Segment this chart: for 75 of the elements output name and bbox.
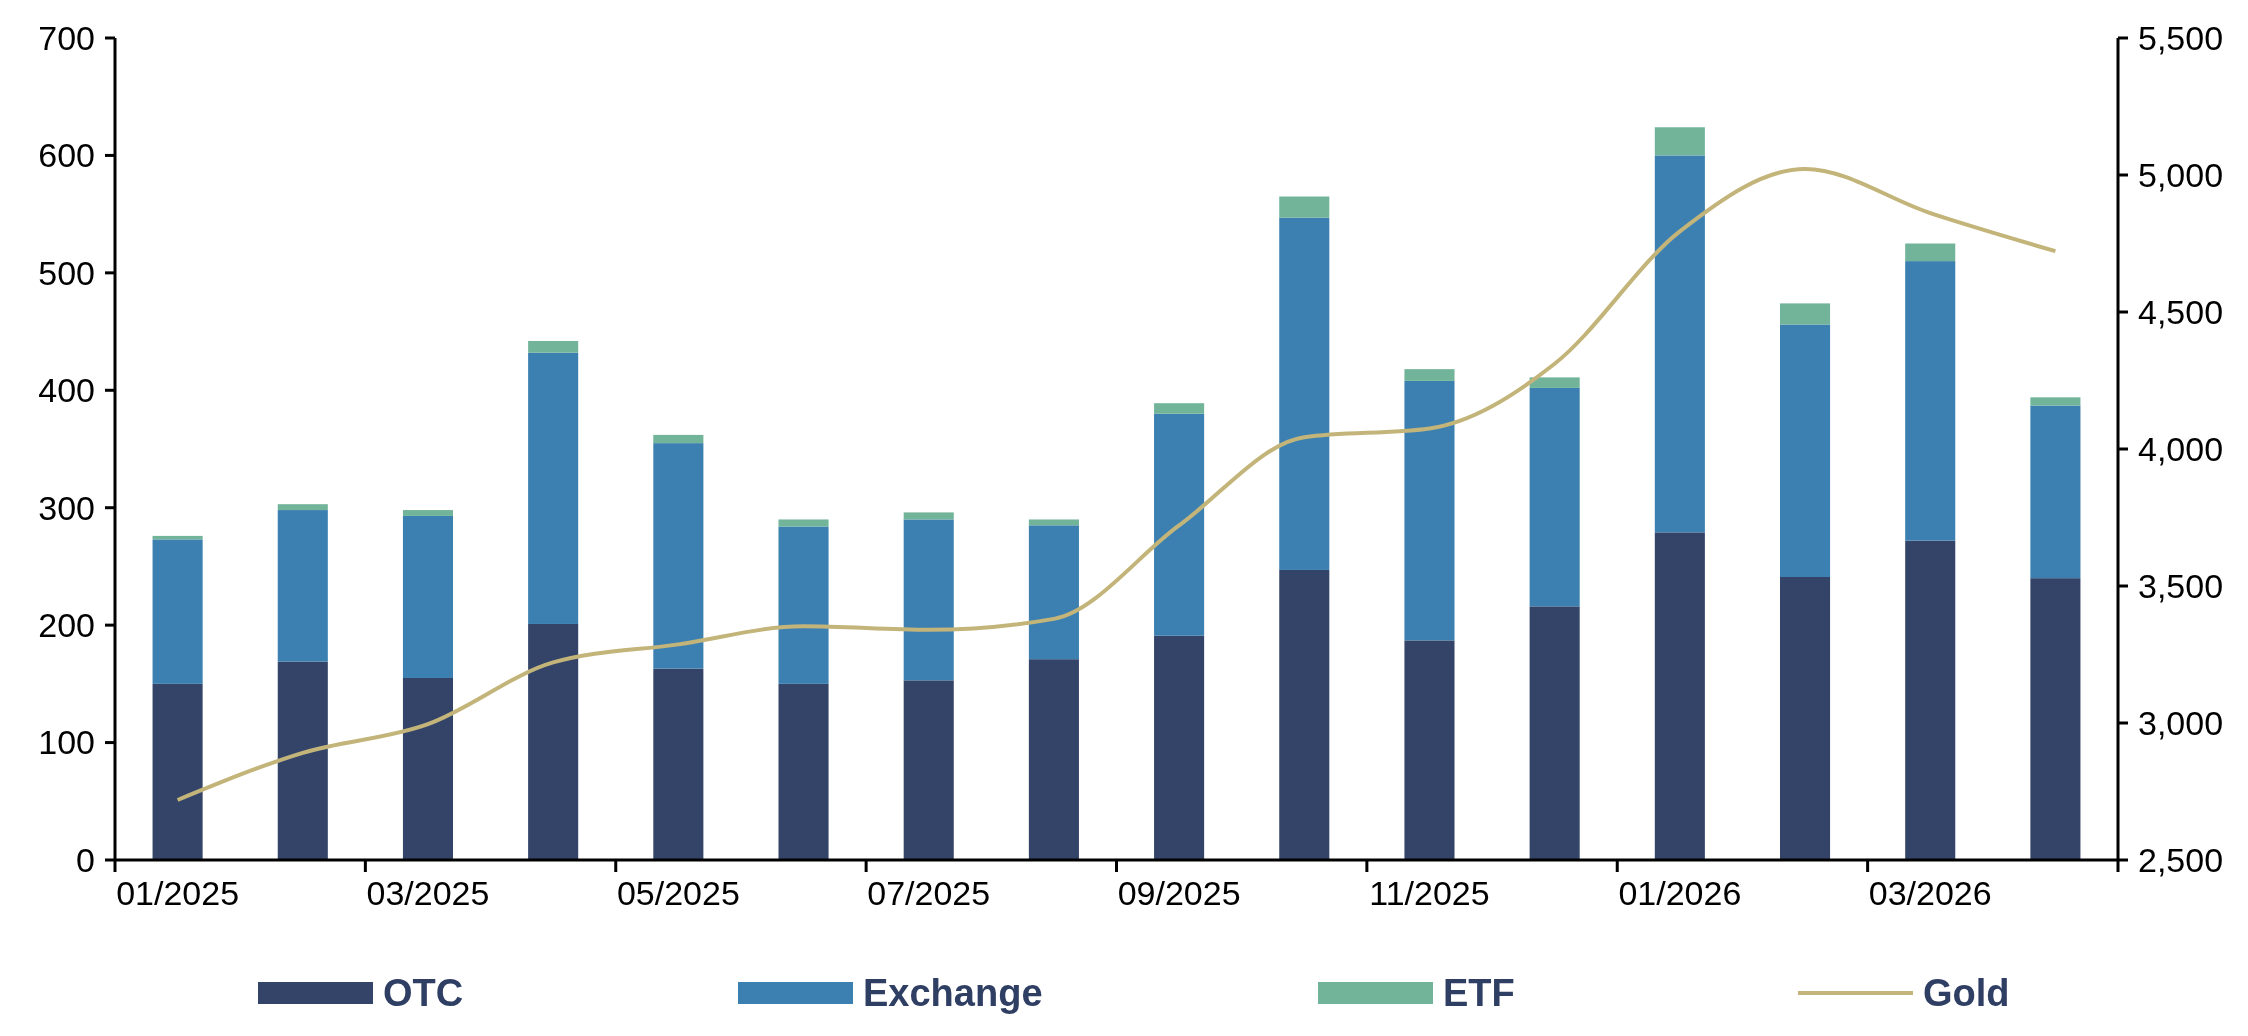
bar: [653, 668, 704, 860]
bar: [653, 443, 704, 669]
bar: [277, 661, 328, 860]
legend-label: Exchange: [863, 972, 1043, 1015]
y2-tick-label: 3,500: [2138, 566, 2224, 605]
bar: [2030, 397, 2081, 406]
bar: [1028, 519, 1079, 526]
bar: [1028, 659, 1079, 860]
bar: [1779, 324, 1831, 577]
x-tick-label: 07/2025: [867, 874, 991, 912]
x-tick-label: 05/2025: [616, 874, 740, 912]
bar: [903, 519, 954, 681]
y2-tick-label: 5,000: [2138, 155, 2224, 194]
bar: [1279, 196, 1330, 218]
x-tick-label: 03/2025: [366, 874, 490, 912]
bar: [1279, 569, 1330, 860]
bar: [1154, 403, 1205, 414]
x-tick-label: 09/2025: [1117, 874, 1241, 912]
bar: [2030, 578, 2081, 860]
y2-tick-label: 5,500: [2138, 18, 2224, 57]
bar: [1779, 303, 1831, 325]
bar: [778, 519, 829, 527]
bar: [1529, 606, 1580, 860]
line-series: [175, 166, 2058, 802]
y-tick-label: 700: [38, 18, 95, 57]
bar: [903, 512, 954, 520]
bar: [528, 340, 579, 353]
bar: [1279, 217, 1330, 570]
bar: [1779, 577, 1831, 860]
y-tick-label: 100: [38, 723, 95, 762]
bar: [1654, 532, 1705, 860]
y-tick-label: 400: [38, 371, 95, 410]
x-tick-label: 03/2026: [1868, 874, 1992, 912]
bar: [1154, 635, 1205, 860]
bar: [402, 677, 454, 860]
bar: [1654, 155, 1705, 533]
bar: [277, 510, 328, 662]
y-tick-label: 500: [38, 253, 95, 292]
bar: [903, 680, 954, 860]
bar: [1028, 525, 1079, 660]
bar: [1905, 243, 1956, 262]
bar: [1154, 413, 1205, 636]
bar: [1529, 387, 1580, 607]
bar: [2030, 405, 2081, 579]
bar: [1654, 127, 1705, 156]
bar: [402, 510, 454, 516]
bar: [1905, 261, 1956, 541]
legend-label: ETF: [1443, 972, 1515, 1015]
y2-tick-label: 4,000: [2138, 429, 2224, 468]
bar: [653, 434, 704, 444]
y-tick-label: 200: [38, 606, 95, 645]
bar: [1404, 380, 1455, 641]
bar: [778, 683, 829, 860]
y-tick-label: 0: [76, 840, 95, 879]
y-tick-label: 600: [38, 136, 95, 175]
bar: [402, 515, 454, 678]
y2-tick-label: 3,000: [2138, 703, 2224, 742]
bar: [152, 683, 203, 860]
bar: [152, 539, 203, 684]
bar: [528, 623, 579, 860]
x-tick-label: 01/2026: [1618, 874, 1742, 912]
bar: [1404, 369, 1455, 381]
legend-label: OTC: [383, 972, 464, 1015]
bar: [1905, 540, 1956, 860]
x-tick-label: 11/2025: [1369, 874, 1490, 912]
legend-label: Gold: [1923, 972, 2010, 1015]
bar: [778, 526, 829, 684]
y-tick-label: 300: [38, 488, 95, 527]
bar: [528, 352, 579, 624]
bar: [1404, 640, 1455, 860]
bar: [1529, 377, 1580, 388]
bar: [277, 504, 328, 511]
y2-tick-label: 2,500: [2138, 840, 2224, 879]
y2-tick-label: 4,500: [2138, 292, 2224, 331]
x-tick-label: 01/2025: [116, 874, 240, 912]
